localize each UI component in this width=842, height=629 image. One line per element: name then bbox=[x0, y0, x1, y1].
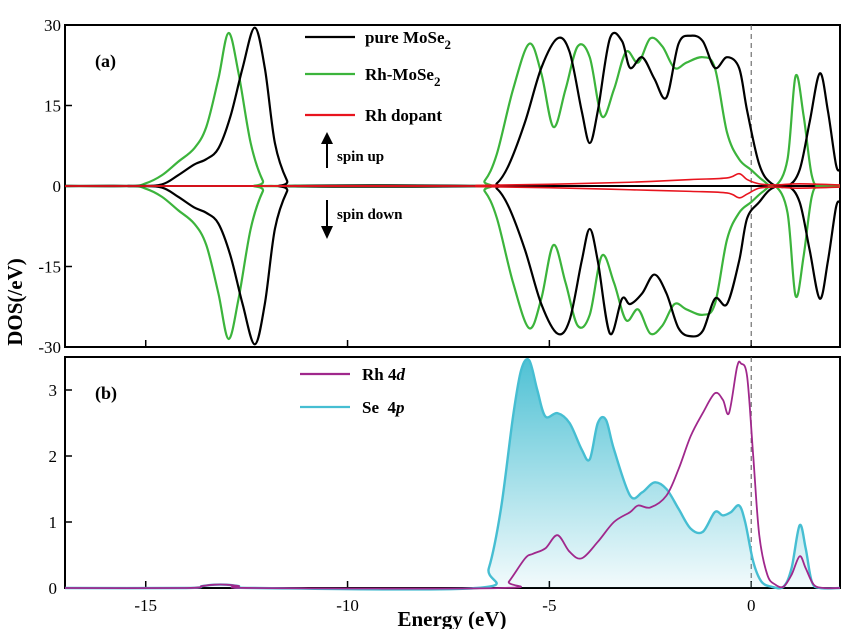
panel-b-xtick-label: -15 bbox=[134, 596, 157, 615]
panel-a-ytick-label: -30 bbox=[38, 338, 61, 357]
panel-b-series bbox=[64, 357, 841, 591]
rh-4d-line bbox=[64, 360, 841, 590]
legend-text: pure MoSe bbox=[365, 28, 445, 47]
panel-b-label: (b) bbox=[95, 383, 117, 404]
legend-text: Se 4 bbox=[362, 398, 397, 417]
spin-up-arrow-head bbox=[321, 132, 333, 144]
panel-b-ytick-label: 3 bbox=[49, 381, 58, 400]
series-line-0-spin-up bbox=[64, 26, 842, 189]
legend-b-label-0: Rh 4d bbox=[362, 365, 405, 384]
spin-down-arrow-head bbox=[321, 226, 333, 239]
panel-b-ytick-label: 0 bbox=[49, 579, 58, 598]
panel-a-ytick-label: -15 bbox=[38, 258, 61, 277]
legend-subscript: 2 bbox=[445, 37, 452, 52]
panel-b-xtick-label: -5 bbox=[542, 596, 556, 615]
panel-b-ytick-label: 1 bbox=[49, 513, 58, 532]
legend-label-1: Rh-MoSe2 bbox=[365, 65, 440, 89]
spin-down-label: spin down bbox=[337, 207, 403, 223]
panel-b-legend: (b) Rh 4d Se 4p bbox=[95, 365, 405, 417]
panel-b-xtick-label: -10 bbox=[336, 596, 359, 615]
legend-subscript: 2 bbox=[434, 74, 441, 89]
legend-label-2: Rh dopant bbox=[365, 106, 442, 125]
panel-a-annotations: (a) spin up spin down bbox=[95, 51, 403, 239]
panel-a-ytick-label: 15 bbox=[44, 97, 61, 116]
figure-labels: Energy (eV) DOS(/eV) bbox=[3, 258, 507, 629]
x-axis-title: Energy (eV) bbox=[397, 607, 506, 629]
legend-label-0: pure MoSe2 bbox=[365, 28, 451, 52]
legend-italic: d bbox=[396, 365, 405, 384]
legend-text: Rh dopant bbox=[365, 106, 442, 125]
legend-text: Rh 4 bbox=[362, 365, 397, 384]
legend-italic: p bbox=[394, 398, 405, 417]
panel-a-ytick-label: 30 bbox=[44, 16, 61, 35]
legend-text: Rh-MoSe bbox=[365, 65, 434, 84]
y-axis-title: DOS(/eV) bbox=[3, 258, 27, 346]
series-line-1-spin-up bbox=[64, 31, 841, 189]
panel-b-ytick-label: 2 bbox=[49, 447, 58, 466]
panel-b: 0 1 2 3 -15 -10 -5 0 (b) Rh 4d Se 4p bbox=[49, 356, 841, 615]
series-line-2-spin-up bbox=[64, 172, 841, 187]
panel-a-label: (a) bbox=[95, 51, 116, 72]
panel-a-ytick-label: 0 bbox=[53, 177, 62, 196]
spin-up-label: spin up bbox=[337, 149, 384, 165]
se-4p-area bbox=[65, 359, 840, 590]
series-line-2-spin-down bbox=[64, 185, 841, 199]
panel-b-xtick-label: 0 bbox=[747, 596, 756, 615]
series-line-0-spin-down bbox=[64, 183, 842, 346]
series-line-1-spin-down bbox=[64, 183, 841, 341]
panel-a-series bbox=[64, 26, 842, 346]
legend-b-label-1: Se 4p bbox=[362, 398, 405, 417]
